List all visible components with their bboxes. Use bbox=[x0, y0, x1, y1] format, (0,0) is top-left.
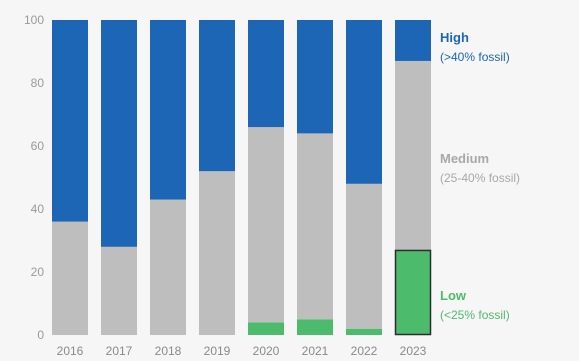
legend-label-low: Low bbox=[440, 288, 467, 303]
y-tick-label: 20 bbox=[31, 265, 45, 279]
bar-segment-low-2023 bbox=[395, 249, 431, 335]
legend-label-high: High bbox=[440, 30, 469, 45]
y-tick-label: 80 bbox=[31, 76, 45, 90]
bar-segment-low-2022 bbox=[346, 328, 382, 335]
bar-segment-medium-2016 bbox=[52, 221, 88, 335]
bar-segment-medium-2019 bbox=[199, 171, 235, 335]
bar-segment-high-2017 bbox=[101, 20, 137, 247]
x-tick-label: 2019 bbox=[204, 344, 231, 358]
bar-segment-high-2023 bbox=[395, 20, 431, 61]
bars bbox=[52, 20, 432, 336]
bar-segment-medium-2018 bbox=[150, 199, 186, 335]
bar-segment-medium-2017 bbox=[101, 246, 137, 335]
legend-description-low: (<25% fossil) bbox=[440, 308, 510, 322]
legend-label-medium: Medium bbox=[440, 151, 489, 166]
x-axis: 2016 2017 2018 2019 2020 2021 2022 2023 bbox=[57, 344, 427, 358]
x-tick-label: 2023 bbox=[400, 344, 427, 358]
bar-segment-medium-2020 bbox=[248, 127, 284, 323]
x-tick-label: 2020 bbox=[253, 344, 280, 358]
legend: Low (<25% fossil) Medium (25-40% fossil) Hig… bbox=[440, 30, 520, 322]
bar-segment-high-2018 bbox=[150, 20, 186, 200]
highlight-outline-2023 bbox=[394, 249, 432, 336]
legend-description-high: (>40% fossil) bbox=[440, 50, 510, 64]
x-tick-label: 2018 bbox=[155, 344, 182, 358]
y-axis: 0 20 40 60 80 100 bbox=[24, 13, 44, 342]
bar-segment-medium-2021 bbox=[297, 133, 333, 320]
x-tick-label: 2021 bbox=[302, 344, 329, 358]
y-tick-label: 40 bbox=[31, 202, 45, 216]
x-tick-label: 2017 bbox=[106, 344, 133, 358]
bar-segment-high-2016 bbox=[52, 20, 88, 222]
bar-segment-low-2020 bbox=[248, 322, 284, 335]
x-tick-label: 2016 bbox=[57, 344, 84, 358]
y-tick-label: 100 bbox=[24, 13, 44, 27]
bar-segment-medium-2023 bbox=[395, 60, 431, 250]
y-tick-label: 0 bbox=[37, 328, 44, 342]
bar-segment-high-2019 bbox=[199, 20, 235, 172]
bar-segment-high-2021 bbox=[297, 20, 333, 134]
y-tick-label: 60 bbox=[31, 139, 45, 153]
legend-description-medium: (25-40% fossil) bbox=[440, 171, 520, 185]
bar-segment-high-2020 bbox=[248, 20, 284, 128]
bar-segment-medium-2022 bbox=[346, 183, 382, 329]
bar-segment-low-2021 bbox=[297, 319, 333, 335]
bar-segment-high-2022 bbox=[346, 20, 382, 184]
x-tick-label: 2022 bbox=[351, 344, 378, 358]
